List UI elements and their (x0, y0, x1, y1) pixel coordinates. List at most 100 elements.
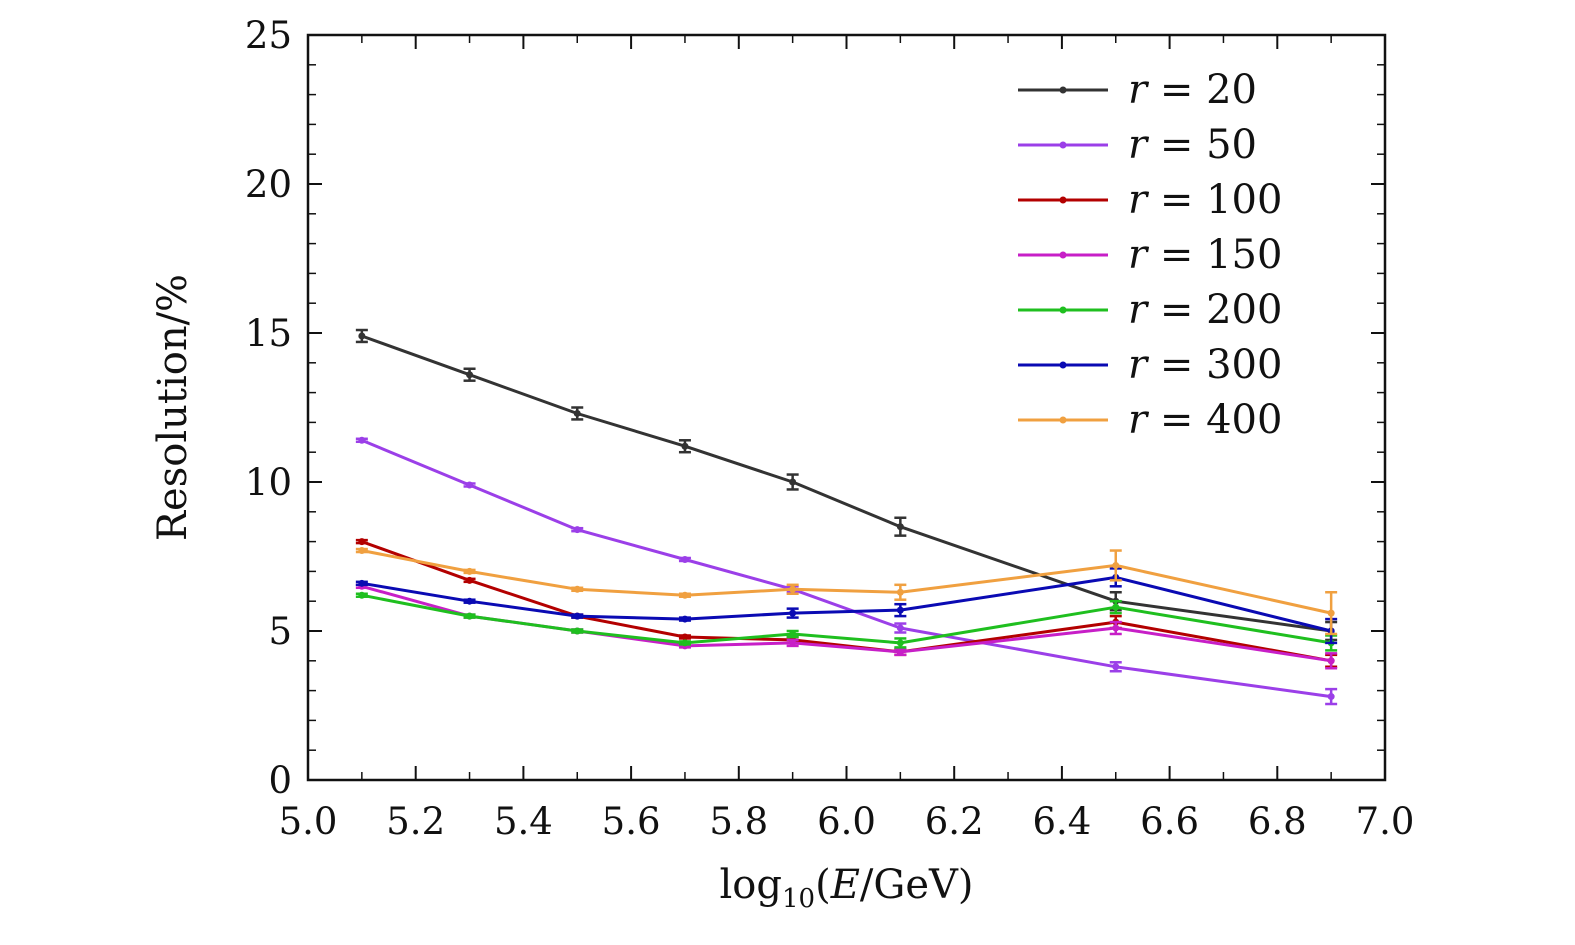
data-point (681, 442, 689, 450)
data-point (1327, 693, 1335, 701)
y-tick-label: 5 (268, 610, 292, 653)
legend-label-var: r (1128, 397, 1150, 443)
y-tick-label: 25 (245, 14, 292, 57)
legend-label-value: = 100 (1147, 177, 1282, 223)
data-point (789, 639, 797, 647)
data-point (789, 478, 797, 486)
data-point (1112, 561, 1120, 569)
series-line (361, 593, 1332, 645)
legend-label: r = 150 (1128, 232, 1282, 278)
x-tick-label: 6.0 (817, 800, 876, 843)
data-point (681, 555, 689, 563)
legend-label-value: = 150 (1147, 232, 1282, 278)
x-tick-label: 6.8 (1248, 800, 1307, 843)
data-point (681, 633, 689, 641)
legend-swatch-marker (1059, 251, 1067, 259)
legend-swatch-marker (1059, 86, 1067, 94)
legend-label: r = 20 (1128, 67, 1257, 113)
y-tick-label: 10 (245, 461, 292, 504)
x-tick-label: 5.4 (494, 800, 553, 843)
legend-label: r = 300 (1128, 342, 1282, 388)
series-r-50 (355, 436, 1338, 706)
data-point (358, 579, 366, 587)
series-r-400 (355, 547, 1338, 636)
data-point (1112, 663, 1120, 671)
x-tick-label: 5.0 (279, 800, 338, 843)
x-axis-title-sub: 10 (782, 884, 815, 914)
data-point (1112, 624, 1120, 632)
data-point (466, 576, 474, 584)
legend-label-var: r (1128, 342, 1150, 388)
x-tick-label: 5.6 (602, 800, 661, 843)
data-point (358, 547, 366, 555)
data-point (896, 624, 904, 632)
series-line (361, 575, 1332, 633)
series-line (361, 540, 1332, 663)
legend-label-var: r (1128, 232, 1150, 278)
legend-label-var: r (1128, 177, 1150, 223)
data-point (681, 591, 689, 599)
x-axis-title-var: E (830, 862, 860, 908)
y-tick-label: 15 (245, 312, 292, 355)
legend-label-value: = 400 (1147, 397, 1282, 443)
series-r-200 (355, 591, 1338, 652)
legend-label: r = 50 (1128, 122, 1257, 168)
data-point (466, 481, 474, 489)
legend-item: r = 50 (1018, 122, 1257, 168)
legend-label-value: = 300 (1147, 342, 1282, 388)
legend-swatch-marker (1059, 141, 1067, 149)
x-axis-title-fn: log (720, 862, 782, 908)
data-point (466, 597, 474, 605)
legend-swatch-marker (1059, 196, 1067, 204)
legend-label-value: = 200 (1147, 287, 1282, 333)
plot-frame (306, 33, 1387, 782)
data-point (681, 639, 689, 647)
x-tick-label: 6.6 (1140, 800, 1199, 843)
legend-item: r = 200 (1018, 287, 1282, 333)
series-line (361, 549, 1332, 615)
data-point (358, 436, 366, 444)
legend-item: r = 400 (1018, 397, 1282, 443)
data-point (1112, 603, 1120, 611)
data-point (1327, 609, 1335, 617)
data-point (466, 371, 474, 379)
y-axis-title: Resolution/% (150, 274, 196, 541)
data-point (896, 648, 904, 656)
data-point (573, 526, 581, 534)
x-tick-label: 5.2 (386, 800, 445, 843)
x-tick-label: 6.2 (925, 800, 984, 843)
legend-label: r = 200 (1128, 287, 1282, 333)
data-point (358, 591, 366, 599)
data-point (789, 609, 797, 617)
legend-swatch-marker (1059, 306, 1067, 314)
data-point (573, 585, 581, 593)
x-tick-label: 5.8 (709, 800, 768, 843)
data-point (358, 538, 366, 546)
y-tick-label: 20 (245, 163, 292, 206)
x-axis-title: log10(E/GeV) (720, 862, 974, 914)
legend-item: r = 20 (1018, 67, 1257, 113)
legend-label-var: r (1128, 67, 1150, 113)
data-point (896, 639, 904, 647)
data-point (573, 409, 581, 417)
data-point (1327, 657, 1335, 665)
y-tick-label: 0 (268, 759, 292, 802)
data-point (896, 606, 904, 614)
legend-label-value: = 50 (1147, 122, 1257, 168)
x-tick-label: 6.4 (1032, 800, 1091, 843)
legend-label-value: = 20 (1147, 67, 1257, 113)
x-axis-title-open: ( (815, 862, 831, 908)
data-point (573, 612, 581, 620)
legend-item: r = 100 (1018, 177, 1282, 223)
data-point (358, 332, 366, 340)
data-point (681, 615, 689, 623)
legend-item: r = 300 (1018, 342, 1282, 388)
data-point (466, 612, 474, 620)
labels-layer: log10(E/GeV) Resolution/% (150, 274, 973, 914)
data-point (896, 523, 904, 531)
data-point (573, 627, 581, 635)
data-point (466, 567, 474, 575)
